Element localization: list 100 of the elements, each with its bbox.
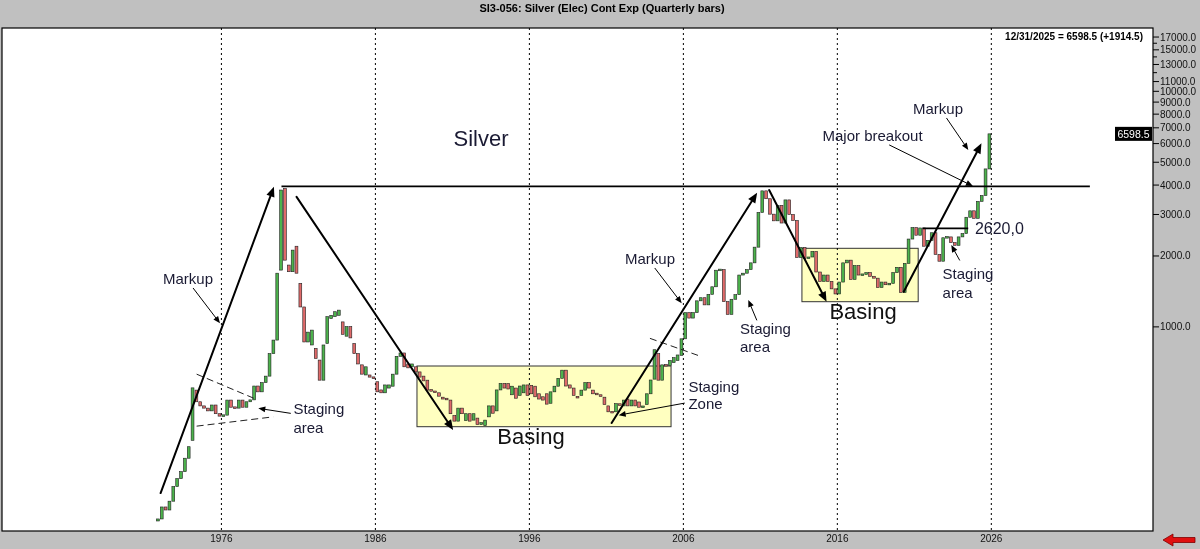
annotation: Staging area (293, 399, 345, 436)
candlestick (899, 267, 903, 293)
candlestick (864, 272, 868, 275)
candlestick (571, 387, 576, 396)
annotation: 2620,0 (974, 220, 1024, 238)
candlestick (510, 385, 514, 396)
candlestick (949, 236, 953, 243)
x-tick-label: 2026 (980, 533, 1003, 544)
candlestick (533, 385, 537, 398)
y-tick-label: 7000.0 (1160, 122, 1192, 134)
candlestick (868, 272, 872, 277)
candlestick (545, 393, 549, 405)
candlestick (225, 399, 229, 416)
candlestick (340, 321, 345, 335)
candlestick (514, 387, 518, 399)
candlestick (541, 396, 545, 401)
candlestick (591, 389, 595, 395)
x-tick-label: 1996 (518, 533, 541, 544)
y-tick-label: 9000.0 (1160, 96, 1192, 108)
candlestick (240, 399, 245, 408)
candlestick (822, 274, 826, 282)
y-tick-label: 13000.0 (1160, 58, 1197, 70)
candlestick (294, 245, 299, 274)
candlestick (483, 419, 487, 426)
candlestick (437, 392, 441, 397)
annotation: Staging area (740, 320, 791, 355)
candlestick (914, 227, 918, 236)
annotation: Staging Zone (688, 378, 740, 413)
y-tick-label: 8000.0 (1160, 108, 1192, 120)
candlestick (672, 357, 676, 363)
x-tick-label: 1976 (210, 533, 233, 544)
candlestick (160, 506, 164, 520)
chart-title: SI3-056: Silver (Elec) Cont Exp (Quarterly bars) (479, 2, 725, 14)
candlestick (668, 360, 672, 366)
candlestick (656, 353, 661, 381)
candlestick (425, 379, 430, 391)
candlestick (371, 376, 376, 379)
candlestick (637, 401, 641, 408)
annotation: Staging area (942, 265, 994, 302)
candlestick (475, 417, 480, 425)
y-tick-label: 6000.0 (1160, 138, 1192, 150)
candlestick (244, 401, 249, 408)
y-tick-label: 4000.0 (1160, 179, 1192, 191)
candlestick (213, 404, 218, 415)
candlestick (279, 189, 283, 271)
candlestick (441, 396, 445, 400)
candlestick (564, 369, 568, 387)
candlestick (629, 399, 634, 407)
candlestick (606, 405, 610, 413)
candlestick (433, 390, 437, 393)
y-tick-label: 1000.0 (1160, 321, 1192, 333)
candlestick (314, 348, 318, 359)
candlestick (876, 277, 880, 288)
candlestick (641, 405, 645, 408)
y-tick-label: 3000.0 (1160, 209, 1192, 220)
candlestick (518, 385, 522, 396)
x-tick-label: 1986 (364, 533, 387, 544)
candlestick (614, 403, 618, 413)
candlestick (922, 227, 926, 247)
candlestick (502, 383, 507, 389)
y-tick-label: 11000.0 (1160, 76, 1196, 88)
annotation: Silver (453, 126, 509, 151)
candlestick (702, 297, 707, 306)
y-tick-label: 10000.0 (1160, 85, 1197, 97)
candlestick (525, 384, 530, 396)
candlestick (210, 404, 214, 412)
candlestick (956, 236, 961, 246)
y-tick-label: 5000.0 (1160, 156, 1192, 168)
y-tick-label: 15000.0 (1160, 44, 1197, 56)
y-tick-label: 17000.0 (1160, 31, 1197, 43)
candlestick (471, 413, 476, 421)
candlestick (375, 381, 380, 393)
band-label: Basing (829, 298, 897, 324)
candlestick (325, 316, 329, 344)
candlestick (468, 413, 472, 422)
annotation: 12/31/2025 = 6598.5 (+1914.5) (1005, 31, 1143, 42)
candlestick (856, 265, 861, 276)
band-label: Basing (497, 423, 565, 449)
x-tick-label: 2006 (672, 533, 695, 544)
annotation: Markup (624, 250, 676, 268)
annotation: Markup (162, 270, 214, 288)
candlestick (729, 298, 734, 315)
candlestick (633, 399, 637, 407)
annotation: Major breakout (822, 126, 924, 144)
candlestick (879, 281, 884, 288)
candlestick (941, 237, 945, 262)
candlestick (529, 385, 534, 395)
annotation: Markup (912, 99, 964, 117)
x-tick-label: 2016 (826, 533, 849, 544)
candlestick (202, 405, 206, 409)
candlestick (383, 384, 387, 394)
candlestick (337, 309, 341, 316)
candlestick (849, 259, 853, 280)
candlestick (290, 249, 295, 273)
candlestick (237, 399, 241, 409)
candlestick (364, 366, 368, 376)
candlestick (252, 385, 256, 401)
candlestick (456, 407, 460, 422)
candlestick (521, 384, 526, 394)
y-tick-label: 2000.0 (1160, 250, 1192, 262)
